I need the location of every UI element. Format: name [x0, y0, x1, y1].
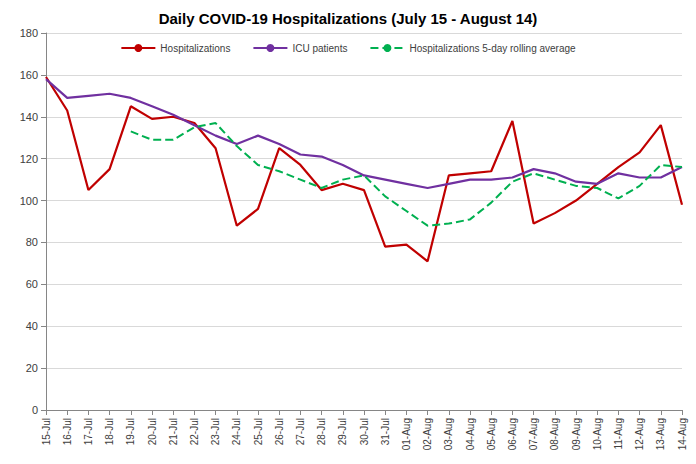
svg-text:31-Jul: 31-Jul — [380, 418, 391, 445]
svg-text:16-Jul: 16-Jul — [62, 418, 73, 445]
svg-text:18-Jul: 18-Jul — [104, 418, 115, 445]
svg-text:02-Aug: 02-Aug — [422, 418, 433, 450]
svg-text:15-Jul: 15-Jul — [41, 418, 52, 445]
svg-text:21-Jul: 21-Jul — [168, 418, 179, 445]
svg-text:11-Aug: 11-Aug — [613, 418, 624, 450]
svg-text:22-Jul: 22-Jul — [189, 418, 200, 445]
svg-text:29-Jul: 29-Jul — [337, 418, 348, 445]
svg-text:26-Jul: 26-Jul — [274, 418, 285, 445]
svg-text:27-Jul: 27-Jul — [295, 418, 306, 445]
svg-text:30-Jul: 30-Jul — [359, 418, 370, 445]
svg-text:03-Aug: 03-Aug — [443, 418, 454, 450]
svg-text:10-Aug: 10-Aug — [592, 418, 603, 450]
svg-text:25-Jul: 25-Jul — [253, 418, 264, 445]
svg-text:19-Jul: 19-Jul — [125, 418, 136, 445]
svg-text:80: 80 — [26, 236, 38, 248]
svg-text:Daily COVID-19 Hospitalization: Daily COVID-19 Hospitalizations (July 15… — [159, 10, 538, 27]
svg-text:28-Jul: 28-Jul — [316, 418, 327, 445]
svg-text:06-Aug: 06-Aug — [507, 418, 518, 450]
svg-text:05-Aug: 05-Aug — [486, 418, 497, 450]
svg-text:0: 0 — [32, 404, 38, 416]
svg-text:23-Jul: 23-Jul — [210, 418, 221, 445]
svg-text:08-Aug: 08-Aug — [549, 418, 560, 450]
svg-text:20: 20 — [26, 362, 38, 374]
svg-text:14-Aug: 14-Aug — [677, 418, 688, 450]
svg-text:160: 160 — [20, 69, 38, 81]
svg-text:07-Aug: 07-Aug — [528, 418, 539, 450]
svg-text:09-Aug: 09-Aug — [571, 418, 582, 450]
svg-text:Hospitalizations 5-day rolling: Hospitalizations 5-day rolling average — [409, 43, 576, 54]
svg-text:20-Jul: 20-Jul — [147, 418, 158, 445]
svg-text:17-Jul: 17-Jul — [83, 418, 94, 445]
svg-text:40: 40 — [26, 320, 38, 332]
svg-text:ICU patients: ICU patients — [292, 43, 347, 54]
svg-text:180: 180 — [20, 27, 38, 39]
svg-text:24-Jul: 24-Jul — [231, 418, 242, 445]
svg-text:120: 120 — [20, 153, 38, 165]
svg-text:12-Aug: 12-Aug — [634, 418, 645, 450]
svg-text:01-Aug: 01-Aug — [401, 418, 412, 450]
svg-text:04-Aug: 04-Aug — [465, 418, 476, 450]
svg-text:60: 60 — [26, 278, 38, 290]
svg-text:140: 140 — [20, 111, 38, 123]
svg-text:Hospitalizations: Hospitalizations — [160, 43, 230, 54]
svg-text:100: 100 — [20, 195, 38, 207]
svg-text:13-Aug: 13-Aug — [655, 418, 666, 450]
